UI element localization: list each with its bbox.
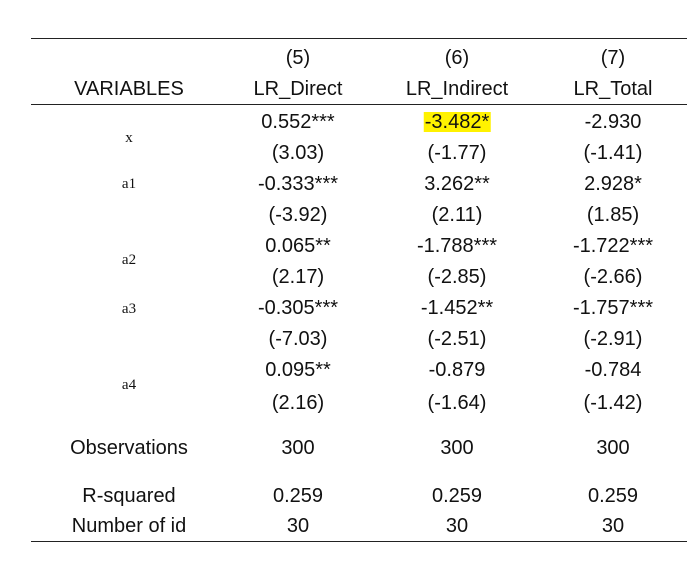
stat-rsquared-7: 0.259 xyxy=(587,485,639,507)
column-5-number: (5) xyxy=(285,47,311,69)
row-x-coef-5: 0.552*** xyxy=(261,111,335,133)
row-a1-coef-6: 3.262** xyxy=(424,173,490,195)
column-6-name: LR_Indirect xyxy=(405,78,509,100)
row-a2-tstat-6: (-2.85) xyxy=(427,266,487,288)
row-variable-a4: a4 xyxy=(121,377,137,393)
row-x-coef-6-highlighted: -3.482* xyxy=(423,111,491,133)
column-7-number: (7) xyxy=(600,47,626,69)
row-a3-coef-5: -0.305*** xyxy=(257,297,339,319)
stat-observations-5: 300 xyxy=(281,437,315,459)
row-x-tstat-5: (3.03) xyxy=(271,142,325,164)
row-a2-tstat-7: (-2.66) xyxy=(583,266,643,288)
table-bottom-rule xyxy=(31,541,687,542)
row-a2-coef-6: -1.788*** xyxy=(416,235,498,257)
row-x-coef-7: -2.930 xyxy=(584,111,642,133)
stat-number-of-id-label: Number of id xyxy=(71,515,187,537)
row-a2-coef-7: -1.722*** xyxy=(572,235,654,257)
row-a1-coef-5: -0.333*** xyxy=(257,173,339,195)
stat-observations-6: 300 xyxy=(440,437,474,459)
row-x-tstat-7: (-1.41) xyxy=(583,142,643,164)
row-a1-coef-7: 2.928* xyxy=(584,173,642,195)
row-variable-a3: a3 xyxy=(121,301,137,317)
row-a1-tstat-7: (1.85) xyxy=(586,204,640,226)
row-a3-coef-7: -1.757*** xyxy=(572,297,654,319)
row-x-tstat-6: (-1.77) xyxy=(427,142,487,164)
row-a1-tstat-6: (2.11) xyxy=(431,204,483,226)
row-a4-tstat-5: (2.16) xyxy=(271,392,325,414)
row-a4-coef-5: 0.095** xyxy=(265,359,331,381)
stat-number-of-id-7: 30 xyxy=(601,515,625,537)
row-a2-coef-5: 0.065** xyxy=(265,235,331,257)
stat-rsquared-6: 0.259 xyxy=(431,485,483,507)
variables-header: VARIABLES xyxy=(74,78,184,100)
row-variable-x: x xyxy=(125,130,133,146)
stat-rsquared-label: R-squared xyxy=(82,485,176,507)
row-a1-tstat-5: (-3.92) xyxy=(268,204,328,226)
row-a2-tstat-5: (2.17) xyxy=(271,266,325,288)
stat-number-of-id-5: 30 xyxy=(286,515,310,537)
stat-rsquared-5: 0.259 xyxy=(272,485,324,507)
row-a4-coef-7: -0.784 xyxy=(584,359,642,381)
stat-number-of-id-6: 30 xyxy=(445,515,469,537)
table-top-rule xyxy=(31,38,687,39)
stat-observations-label: Observations xyxy=(70,437,188,459)
row-a3-tstat-7: (-2.91) xyxy=(583,328,643,350)
column-6-number: (6) xyxy=(444,47,470,69)
row-a4-tstat-7: (-1.42) xyxy=(583,392,643,414)
row-a3-tstat-5: (-7.03) xyxy=(268,328,328,350)
row-a3-tstat-6: (-2.51) xyxy=(427,328,487,350)
table-header-rule xyxy=(31,104,687,105)
row-variable-a2: a2 xyxy=(121,252,137,268)
row-a3-coef-6: -1.452** xyxy=(420,297,494,319)
row-variable-a1: a1 xyxy=(121,176,137,192)
stat-observations-7: 300 xyxy=(596,437,630,459)
row-a4-coef-6: -0.879 xyxy=(428,359,486,381)
column-7-name: LR_Total xyxy=(573,78,653,100)
column-5-name: LR_Direct xyxy=(253,78,343,100)
row-a4-tstat-6: (-1.64) xyxy=(427,392,487,414)
